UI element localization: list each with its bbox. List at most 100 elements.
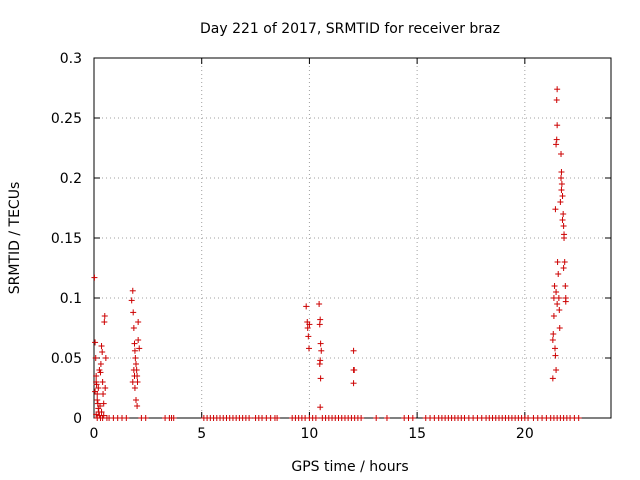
data-point: [560, 223, 567, 229]
data-point: [409, 415, 416, 421]
y-tick-label: 0.25: [51, 111, 82, 127]
data-point: [557, 199, 564, 205]
data-point: [553, 97, 560, 103]
data-point: [136, 345, 143, 352]
data-point: [358, 415, 365, 421]
data-point: [94, 415, 101, 421]
data-point: [553, 367, 560, 373]
data-point: [559, 217, 566, 223]
data-point: [99, 349, 106, 355]
data-point: [129, 379, 136, 385]
data-point: [351, 367, 358, 373]
data-point: [560, 211, 567, 217]
data-point: [305, 333, 312, 340]
data-point: [552, 352, 559, 359]
data-point: [553, 136, 560, 143]
data-point: [549, 375, 556, 382]
data-point: [98, 343, 105, 349]
data-point: [558, 175, 565, 181]
data-point: [551, 283, 558, 289]
data-point: [130, 325, 137, 331]
data-point: [383, 415, 390, 421]
data-point: [559, 193, 566, 199]
data-point: [554, 301, 561, 307]
data-point: [100, 391, 107, 397]
x-tick-label: 20: [516, 426, 534, 442]
data-point: [130, 367, 137, 373]
data-point: [525, 415, 532, 421]
data-point: [561, 259, 568, 265]
ticks: 0 5 10 15 20 0 0.05 0.1 0.15 0.2 0.25 0.3: [51, 51, 611, 442]
x-axis-title: GPS time / hours: [291, 459, 408, 475]
data-point: [317, 340, 324, 347]
data-point: [102, 355, 109, 361]
data-point: [350, 380, 357, 387]
grid: [94, 58, 611, 418]
marks: [91, 86, 582, 421]
data-point: [133, 397, 140, 403]
y-tick-label: 0: [73, 411, 82, 427]
data-point: [305, 345, 312, 352]
data-point: [554, 122, 561, 129]
plot-frame: [93, 57, 612, 419]
y-tick-label: 0.15: [51, 231, 82, 247]
data-point: [128, 297, 135, 304]
data-point: [135, 319, 142, 325]
data-point: [130, 309, 137, 316]
data-point: [131, 340, 138, 347]
data-point: [131, 373, 138, 379]
y-tick-label: 0.2: [60, 171, 82, 187]
data-point: [304, 325, 311, 331]
data-point: [93, 379, 100, 385]
data-point: [134, 403, 141, 409]
data-point: [92, 339, 99, 346]
data-point: [101, 313, 108, 319]
x-tick-label: 10: [301, 426, 319, 442]
data-point: [316, 321, 323, 328]
data-point: [131, 385, 138, 391]
data-point: [99, 379, 106, 385]
data-point: [92, 355, 99, 361]
data-point: [555, 295, 562, 301]
data-point: [129, 287, 136, 294]
data-point: [560, 265, 567, 271]
data-point: [93, 373, 100, 379]
data-point: [93, 411, 100, 418]
data-point: [558, 151, 565, 157]
chart-title: Day 221 of 2017, SRMTID for receiver bra…: [200, 21, 500, 37]
data-point: [246, 415, 253, 421]
data-point: [350, 347, 357, 354]
y-tick-label: 0.05: [51, 351, 82, 367]
data-point: [550, 331, 557, 337]
data-point: [170, 415, 177, 421]
data-point: [132, 355, 139, 361]
data-point: [97, 403, 104, 409]
data-point: [123, 415, 130, 421]
data-point: [316, 301, 323, 307]
data-point: [135, 337, 142, 343]
data-point: [142, 415, 149, 421]
data-point: [91, 274, 98, 281]
data-point: [318, 347, 325, 354]
data-point: [373, 415, 380, 421]
data-point: [100, 412, 107, 419]
data-point: [562, 298, 569, 305]
y-axis-title: SRMTID / TECUs: [7, 182, 23, 295]
data-point: [550, 313, 557, 319]
data-point: [575, 415, 582, 421]
data-point: [102, 385, 109, 391]
data-point: [553, 289, 560, 295]
y-tick-label: 0.1: [60, 291, 82, 307]
data-point: [553, 141, 560, 148]
data-point: [556, 325, 563, 331]
data-point: [101, 319, 108, 325]
data-point: [97, 369, 104, 376]
data-point: [133, 361, 140, 367]
data-point: [95, 385, 102, 391]
data-point: [92, 388, 99, 395]
data-point: [306, 321, 313, 328]
data-point: [317, 375, 324, 382]
x-tick-label: 15: [408, 426, 426, 442]
data-point: [554, 259, 561, 265]
